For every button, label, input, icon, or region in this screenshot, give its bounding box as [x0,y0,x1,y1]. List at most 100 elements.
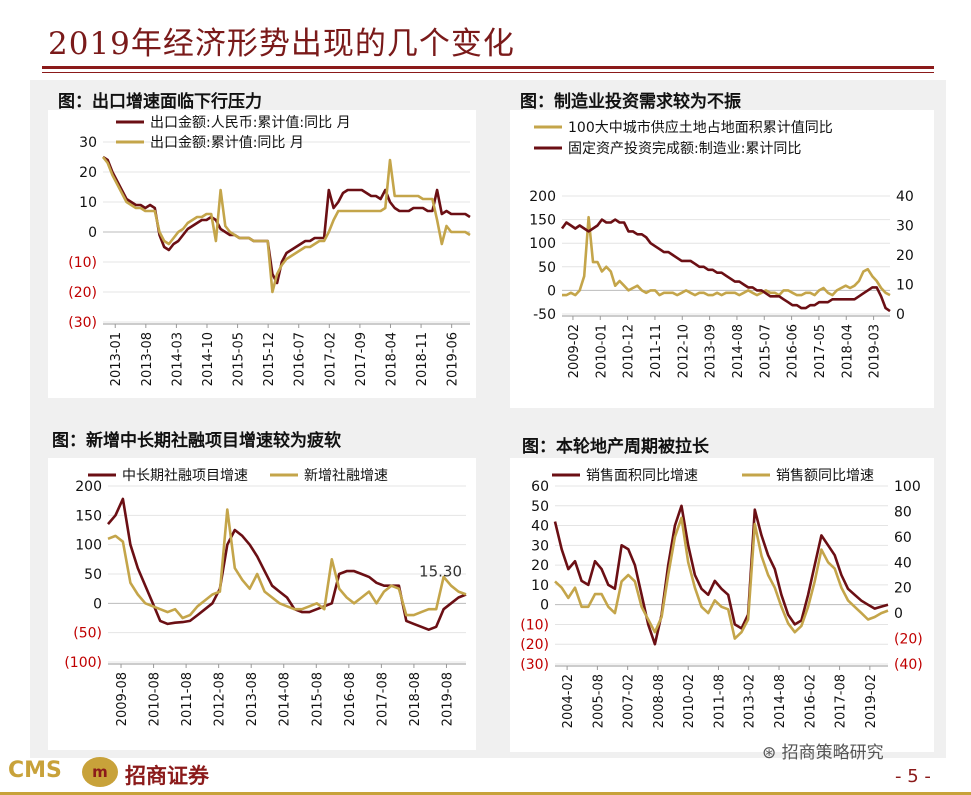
y-tick-label: (10) [520,617,549,633]
x-tick-label: 2008-08 [652,674,667,728]
y-tick-label: 100 [75,538,102,554]
y-tick-label: 50 [538,260,556,276]
x-tick-label: 2012-08 [213,672,228,726]
x-tick-label: 2018-04 [840,324,855,378]
title-rule-thick [42,66,934,69]
chart-3: 200 150 100 50 0 (50) (100) 2009-08 2010-08 2011-… [64,468,467,726]
cms-logo: CMS [8,758,62,783]
x-tick-label: 2016-02 [803,674,818,728]
x-tick-label: 2015-08 [310,672,325,726]
y-right-tick-label: 40 [894,555,912,571]
y-tick-label: 0 [540,598,549,614]
panel-4: 60 50 40 30 20 10 0 (10) (20) (30) 100 80 60 40 20 0 (20… [510,458,934,752]
series-line-2 [107,508,467,620]
series-line-1 [102,155,471,285]
x-tick-label: 2014-08 [731,324,746,378]
panel-2-title: 图：制造业投资需求较为不振 [520,92,741,112]
x-tick-label: 2009-02 [567,324,582,378]
y-tick-label: 0 [88,225,97,241]
panel-3: 200 150 100 50 0 (50) (100) 2009-08 2010-08 2011-… [48,458,476,750]
y-tick-label: (10) [68,255,97,271]
legend-label-2: 固定资产投资完成额:制造业:累计同比 [568,141,801,157]
x-tick-label: 2018-08 [408,672,423,726]
series-line-2 [554,516,889,640]
x-tick-label: 2015-05 [232,332,247,386]
x-tick-label: 2014-03 [170,332,185,386]
wechat-label: 招商策略研究 [781,743,884,763]
x-tick-label: 2015-12 [262,332,277,386]
y-right-tick-label: 10 [896,278,914,294]
x-tick-label: 2013-09 [704,324,719,378]
x-tick-label: 2018-04 [384,332,399,386]
x-tick-label: 2014-08 [773,674,788,728]
y-right-tick-label: 0 [896,307,905,323]
wechat-watermark: ⊛ 招商策略研究 [762,743,884,763]
y-tick-label: 100 [529,236,556,252]
x-tick-label: 2010-08 [148,672,163,726]
legend-label-1: 销售面积同比增速 [586,468,698,484]
brand-name: 招商证券 [125,764,209,788]
brand-emblem-icon: m [82,757,118,787]
x-tick-label: 2019-08 [440,672,455,726]
legend-label-1: 中长期社融项目增速 [122,468,248,484]
y-right-tick-label: 0 [894,606,903,622]
x-tick-label: 2017-02 [323,332,338,386]
x-tick-label: 2007-02 [622,674,637,728]
x-tick-label: 2019-06 [446,332,461,386]
x-tick-label: 2013-08 [140,332,155,386]
x-tick-label: 2013-02 [743,674,758,728]
y-tick-label: 40 [531,519,549,535]
y-tick-label: (20) [68,285,97,301]
y-right-tick-label: 80 [894,504,912,520]
y-tick-label: 60 [531,479,549,495]
y-tick-label: 50 [531,499,549,515]
y-right-tick-label: 20 [894,581,912,597]
panel-1: 30 20 10 0 (10) (20) (30) 2013-01 2013-08 2014-03… [48,110,476,398]
x-tick-label: 2012-10 [676,324,691,378]
footer-rule [0,792,971,795]
y-tick-label: 0 [93,596,102,612]
y-tick-label: 150 [529,213,556,229]
x-tick-label: 2019-03 [868,324,883,378]
x-tick-label: 2004-02 [561,674,576,728]
y-tick-label: (20) [520,637,549,653]
y-right-tick-label: 60 [894,530,912,546]
series-line-2 [560,218,891,313]
x-tick-label: 2005-08 [591,674,606,728]
y-right-tick-label: (40) [894,657,923,673]
y-tick-label: -50 [533,307,556,323]
y-tick-label: 20 [79,165,97,181]
panel-2: 200 150 100 50 0 -50 40 30 20 10 0 2009-02 2010-01 20… [510,110,934,408]
y-tick-label: 0 [547,283,556,299]
y-tick-label: 150 [75,508,102,524]
x-tick-label: 2017-08 [375,672,390,726]
y-right-tick-label: 40 [896,189,914,205]
y-right-tick-label: 30 [896,219,914,235]
x-tick-label: 2017-09 [354,332,369,386]
x-tick-label: 2015-07 [758,324,773,378]
x-tick-label: 2016-06 [786,324,801,378]
chart-4: 6050403020100(10)(20)(30)100806040200(20… [520,468,923,728]
x-tick-label: 2016-08 [343,672,358,726]
x-tick-label: 2011-11 [649,324,664,378]
x-tick-label: 2011-08 [712,674,727,728]
y-tick-label: 10 [531,578,549,594]
data-label: 15.30 [419,562,462,580]
y-tick-label: (100) [64,655,102,671]
y-tick-label: 10 [79,195,97,211]
legend-label-2: 出口金额:累计值:同比 月 [150,135,304,151]
series-line-2 [101,156,471,294]
x-tick-label: 2018-11 [415,332,430,386]
x-tick-label: 2010-02 [682,674,697,728]
legend-label-1: 100大中城市供应土地占地面积累计值同比 [568,119,833,136]
series-line-1 [553,504,889,646]
legend-label-2: 新增社融增速 [304,468,388,484]
y-right-tick-label: 100 [894,479,921,495]
x-tick-label: 2013-01 [109,332,124,386]
title-rule-thin [42,72,934,73]
y-tick-label: 200 [529,189,556,205]
y-tick-label: 50 [84,567,102,583]
x-tick-label: 2017-05 [813,324,828,378]
y-tick-label: (30) [68,315,97,331]
